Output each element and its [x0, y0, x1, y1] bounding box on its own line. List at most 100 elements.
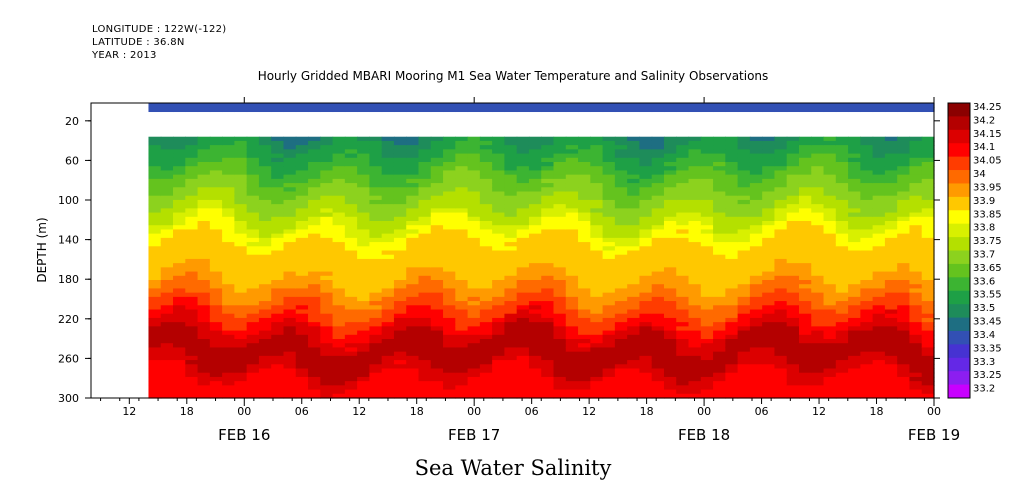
heatmap-cell	[553, 162, 567, 167]
heatmap-cell	[786, 246, 800, 252]
heatmap-cell	[197, 212, 211, 218]
heatmap-cell	[541, 153, 555, 159]
heatmap-cell	[246, 360, 260, 365]
heatmap-cell	[344, 157, 358, 163]
heatmap-cell	[443, 183, 456, 188]
heatmap-cell	[823, 242, 837, 247]
heatmap-cell	[283, 229, 297, 235]
heatmap-cell	[627, 368, 641, 374]
heatmap-cell	[602, 393, 616, 399]
heatmap-cell	[504, 140, 518, 146]
heatmap-cell	[663, 191, 677, 197]
heatmap-cell	[344, 267, 358, 273]
heatmap-cell	[737, 288, 751, 294]
heatmap-cell	[528, 271, 542, 277]
heatmap-cell	[369, 216, 383, 222]
heatmap-cell	[639, 233, 653, 239]
heatmap-cell	[811, 145, 825, 150]
heatmap-cell	[455, 296, 469, 302]
heatmap-cell	[246, 145, 260, 150]
heatmap-cell	[246, 246, 260, 252]
heatmap-cell	[160, 225, 174, 231]
heatmap-cell	[749, 166, 763, 172]
heatmap-cell	[173, 208, 186, 214]
heatmap-cell	[504, 229, 518, 235]
heatmap-cell	[148, 292, 162, 298]
heatmap-cell	[921, 250, 935, 256]
heatmap-cell	[173, 381, 186, 386]
heatmap-cell	[197, 250, 211, 256]
heatmap-cell	[504, 216, 518, 222]
heatmap-cell	[627, 216, 641, 222]
heatmap-cell	[909, 271, 923, 277]
heatmap-cell	[185, 309, 199, 315]
heatmap-cell	[811, 296, 825, 302]
heatmap-cell	[418, 212, 432, 218]
heatmap-cell	[578, 334, 591, 340]
heatmap-cell	[749, 326, 763, 332]
heatmap-cell	[835, 191, 849, 197]
heatmap-cell	[344, 280, 358, 285]
heatmap-cell	[749, 309, 763, 315]
heatmap-cell	[553, 372, 567, 378]
heatmap-cell	[283, 389, 297, 395]
heatmap-cell	[320, 237, 334, 243]
heatmap-cell	[725, 364, 739, 370]
heatmap-cell	[590, 246, 604, 252]
heatmap-cell	[725, 376, 739, 382]
heatmap-cell	[332, 355, 346, 361]
heatmap-cell	[651, 280, 665, 285]
heatmap-cell	[762, 242, 776, 247]
heatmap-cell	[627, 275, 641, 281]
heatmap-cell	[295, 385, 309, 391]
heatmap-cell	[443, 343, 456, 349]
heatmap-cell	[295, 208, 309, 214]
heatmap-cell	[246, 170, 260, 176]
heatmap-cell	[455, 242, 469, 247]
heatmap-cell	[455, 376, 469, 382]
heatmap-cell	[848, 103, 861, 108]
heatmap-cell	[921, 330, 935, 336]
y-tick-label: 60	[65, 154, 79, 167]
heatmap-cell	[663, 267, 677, 273]
heatmap-cell	[148, 237, 162, 243]
heatmap-cell	[173, 103, 186, 108]
heatmap-cell	[713, 263, 726, 268]
heatmap-cell	[492, 153, 506, 159]
heatmap-cell	[492, 162, 506, 167]
heatmap-cell	[492, 229, 506, 235]
heatmap-cell	[578, 254, 591, 260]
heatmap-cell	[295, 242, 309, 247]
heatmap-cell	[848, 355, 861, 361]
heatmap-cell	[590, 166, 604, 172]
heatmap-cell	[197, 372, 211, 378]
heatmap-cell	[872, 237, 886, 243]
heatmap-cell	[492, 271, 506, 277]
heatmap-cell	[909, 296, 923, 302]
heatmap-cell	[246, 296, 260, 302]
heatmap-cell	[369, 258, 383, 264]
heatmap-cell	[884, 157, 898, 163]
heatmap-cell	[222, 258, 235, 264]
heatmap-cell	[835, 246, 849, 252]
heatmap-cell	[246, 376, 260, 382]
heatmap-cell	[921, 157, 935, 163]
heatmap-cell	[872, 301, 886, 306]
heatmap-cell	[320, 242, 334, 247]
heatmap-cell	[357, 301, 370, 306]
heatmap-cell	[860, 317, 874, 323]
heatmap-cell	[602, 280, 616, 285]
heatmap-cell	[492, 288, 506, 294]
heatmap-cell	[835, 326, 849, 332]
heatmap-cell	[860, 322, 874, 327]
heatmap-cell	[418, 347, 432, 353]
heatmap-cell	[614, 208, 628, 214]
heatmap-cell	[504, 178, 518, 184]
heatmap-cell	[725, 309, 739, 315]
heatmap-cell	[860, 355, 874, 361]
heatmap-cell	[271, 195, 285, 201]
heatmap-cell	[872, 246, 886, 252]
heatmap-cell	[209, 326, 223, 332]
heatmap-cell	[516, 292, 530, 298]
heatmap-cell	[921, 360, 935, 365]
